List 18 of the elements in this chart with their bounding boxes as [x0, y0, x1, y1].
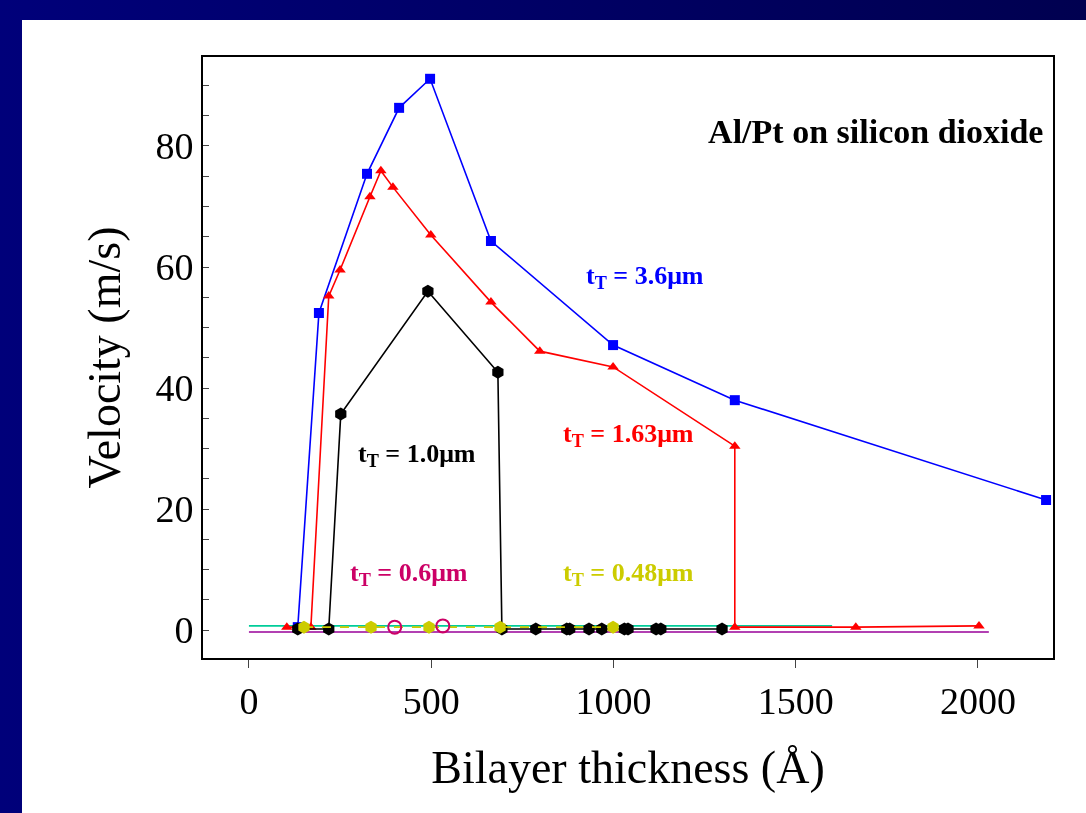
series-label: t$_{T}$ = 1.63μm: [563, 419, 694, 452]
series-label: t$_{T}$ = 0.48μm: [563, 558, 694, 591]
y-tick-label: 40: [155, 367, 194, 410]
x-tick-label: 1500: [757, 679, 834, 722]
y-tick-label: 80: [155, 125, 194, 168]
x-tick-label: 0: [239, 679, 259, 722]
series-label: t$_{T}$ = 0.6μm: [350, 558, 468, 591]
series-label: t$_{T}$ = 1.0μm: [358, 439, 476, 472]
x-axis-title: Bilayer thickness (Å): [431, 741, 825, 793]
y-tick-label: 0: [174, 609, 194, 652]
y-tick-label: 20: [155, 488, 194, 531]
series-label: t$_{T}$ = 3.6μm: [586, 261, 704, 294]
y-axis-title: Velocity (m/s): [79, 226, 131, 489]
x-tick-label: 2000: [939, 679, 1016, 722]
text: Al/Pt on silicon dioxide: [708, 112, 1044, 150]
x-tick-label: 1000: [575, 679, 652, 722]
y-tick-label: 60: [155, 246, 194, 289]
x-tick-label: 500: [402, 679, 460, 722]
